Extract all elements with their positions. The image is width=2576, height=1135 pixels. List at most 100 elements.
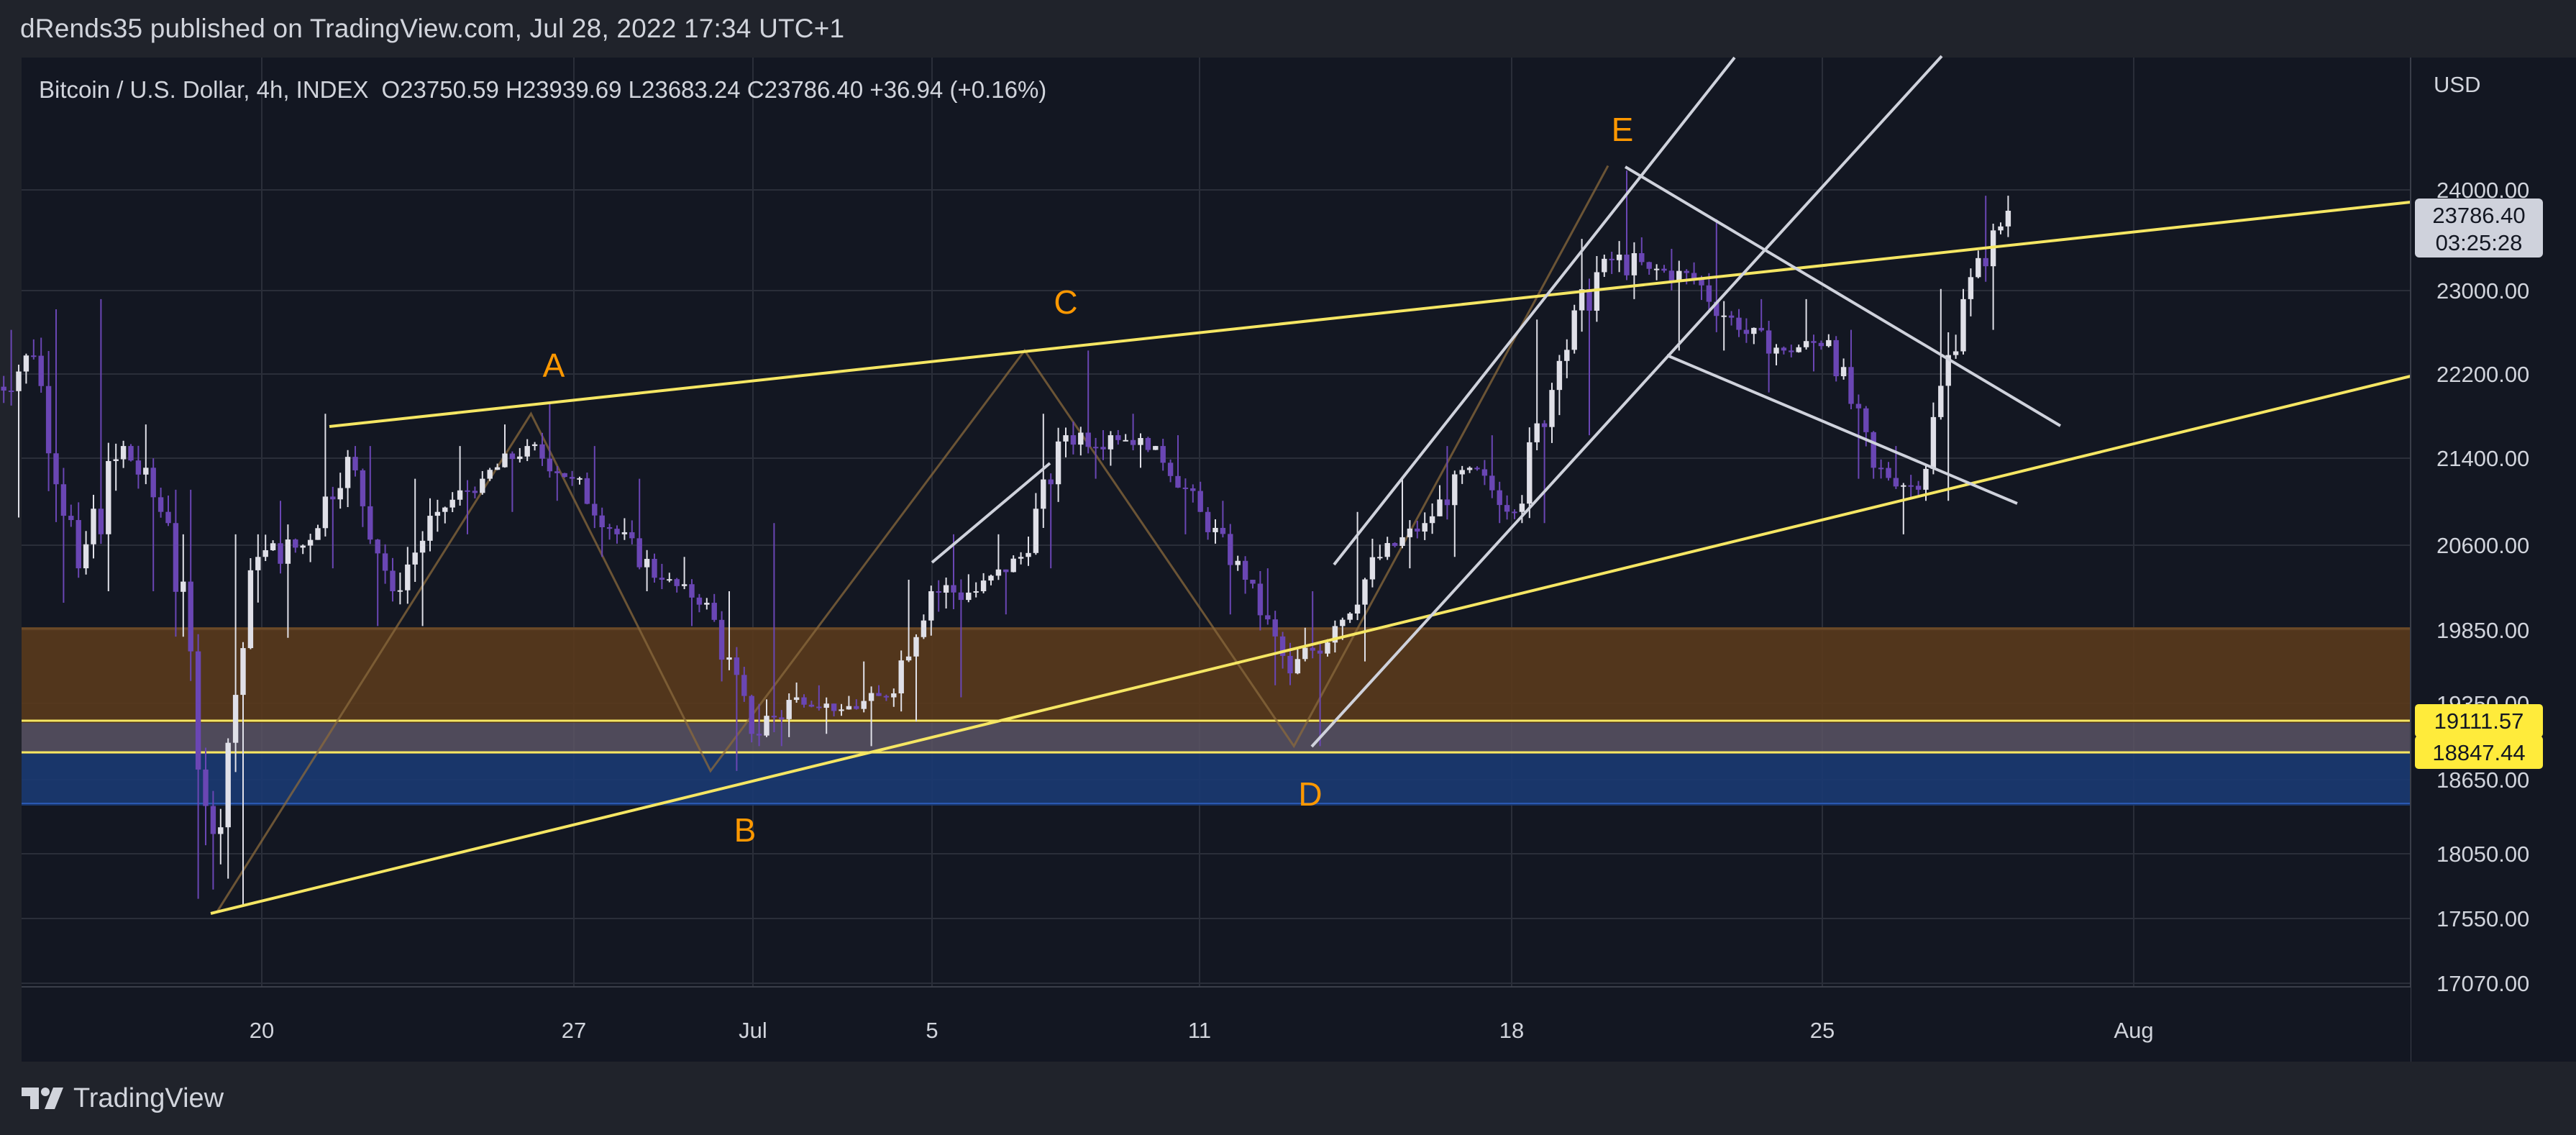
- overlap-zone: [22, 723, 2411, 754]
- y-tick-label: 18650.00: [2436, 767, 2529, 793]
- elliott-zigzag: [216, 165, 1609, 913]
- candle-body: [1026, 552, 1031, 557]
- publish-info: dRends35 published on TradingView.com, J…: [20, 14, 845, 43]
- candle-body: [808, 704, 815, 707]
- candle-body: [562, 473, 567, 478]
- x-tick-label: 5: [926, 1018, 938, 1043]
- candle-body: [31, 355, 37, 357]
- candle-body: [1527, 442, 1533, 504]
- candle-body: [823, 703, 829, 708]
- candle-body: [1878, 468, 1884, 470]
- candle-body: [539, 444, 545, 459]
- candle-body: [434, 511, 441, 516]
- candle-body: [891, 693, 897, 698]
- candle-body: [1474, 468, 1480, 470]
- candle-body: [1998, 226, 2004, 231]
- candle-body: [1609, 258, 1614, 260]
- candle-body: [846, 706, 852, 710]
- candle-body: [517, 456, 523, 460]
- candle-body: [614, 529, 620, 534]
- candle-body: [749, 696, 754, 734]
- candle-body: [1930, 416, 1937, 469]
- candle-body: [898, 660, 904, 694]
- candle-body: [726, 657, 732, 660]
- candle-body: [1138, 437, 1143, 445]
- channel-upper-line[interactable]: [1333, 56, 1736, 566]
- candle-body: [1519, 503, 1525, 512]
- candle-body: [592, 503, 598, 516]
- candle-body: [360, 470, 366, 506]
- candle-body: [584, 478, 590, 504]
- candle-body: [793, 697, 800, 701]
- candle-body: [928, 591, 934, 621]
- candle-body: [1728, 315, 1735, 318]
- wave-labels: A B C D E: [543, 111, 1634, 849]
- candle-body: [255, 557, 261, 570]
- candle-body: [689, 584, 695, 598]
- lower-wedge-line[interactable]: [210, 375, 2411, 915]
- candle-body: [771, 716, 777, 718]
- trendlines[interactable]: [210, 55, 2411, 915]
- candle-body: [868, 693, 874, 701]
- candle-body: [980, 580, 987, 591]
- flag-lower-line[interactable]: [1666, 354, 2018, 505]
- candle-body: [1437, 499, 1443, 516]
- candle-body: [711, 603, 717, 620]
- candle-body: [1714, 301, 1719, 316]
- candle-body: [165, 511, 171, 524]
- candle-body: [1803, 341, 1809, 347]
- candle-body: [68, 516, 74, 521]
- candle-body: [1773, 347, 1779, 354]
- candle-body: [1407, 528, 1413, 537]
- candle-body: [1197, 491, 1203, 512]
- wave-label-a: A: [543, 347, 565, 384]
- candle-body: [1968, 277, 1974, 299]
- candle-body: [1691, 273, 1697, 279]
- branding-footer: TradingView: [0, 1062, 2576, 1135]
- candle-body: [367, 506, 373, 540]
- candle-body: [958, 592, 964, 601]
- upper-wedge-line[interactable]: [329, 201, 2411, 428]
- legend-ohlc: O23750.59 H23939.69 L23683.24 C23786.40 …: [382, 76, 1047, 103]
- candle-body: [839, 709, 844, 711]
- candle-body: [157, 497, 164, 512]
- tradingview-logo[interactable]: TradingView: [0, 1083, 224, 1114]
- candle-body: [1684, 270, 1689, 273]
- flag-upper-line[interactable]: [1624, 165, 2062, 427]
- candle-body: [1811, 341, 1817, 343]
- candle-body: [943, 585, 949, 593]
- candle-body: [1639, 252, 1645, 263]
- candle-body: [1512, 511, 1517, 514]
- candle-body: [83, 544, 89, 569]
- small-segment-line[interactable]: [931, 462, 1051, 564]
- candle-body: [1055, 441, 1061, 485]
- candle-body: [921, 620, 927, 637]
- chart-legend: Bitcoin / U.S. Dollar, 4h, INDEX O23750.5…: [39, 76, 1046, 103]
- candle-body: [1272, 619, 1278, 637]
- channel-lower-line[interactable]: [1310, 55, 1943, 748]
- candle-body: [1115, 435, 1121, 440]
- candle-body: [502, 453, 508, 468]
- candle-body: [1167, 462, 1174, 476]
- x-tick-label: Jul: [739, 1018, 767, 1043]
- candle-body: [801, 697, 807, 705]
- x-tick-label: 20: [250, 1018, 274, 1043]
- candle-body: [60, 484, 67, 516]
- candle-body: [606, 527, 613, 529]
- candle-body: [1766, 330, 1772, 354]
- candle-body: [696, 597, 703, 605]
- candle-body: [936, 591, 941, 593]
- candle-body: [764, 716, 769, 736]
- candle-body: [681, 584, 688, 586]
- candle-body: [1384, 543, 1390, 557]
- candle-body: [1616, 254, 1622, 260]
- candle-body: [1579, 289, 1585, 311]
- candle-body: [1362, 579, 1368, 605]
- candle-body: [1, 386, 6, 391]
- candle-body: [1983, 257, 1988, 267]
- candle-body: [1399, 537, 1405, 546]
- candle-body: [91, 509, 96, 544]
- candle-body: [1310, 647, 1315, 651]
- candle-body: [240, 648, 246, 696]
